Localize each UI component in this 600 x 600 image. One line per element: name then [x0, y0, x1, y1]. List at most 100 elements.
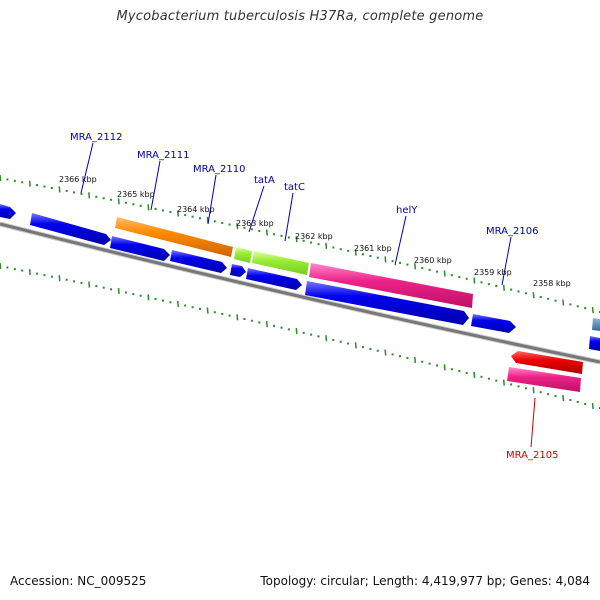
scale-dot — [43, 274, 46, 277]
scale-dot — [450, 274, 453, 277]
scale-tick — [384, 349, 387, 356]
scale-dot — [6, 178, 9, 181]
scale-tick — [177, 300, 180, 307]
scale-label: 2361 kbp — [354, 244, 392, 253]
gene-arrow — [246, 268, 302, 290]
scale-tick — [532, 387, 535, 394]
scale-dot — [13, 268, 16, 271]
genome-summary: Topology: circular; Length: 4,419,977 bp… — [260, 574, 590, 588]
scale-tick — [0, 262, 2, 270]
scale-dot — [73, 280, 76, 283]
scale-dot — [302, 239, 305, 242]
scale-dot — [369, 347, 372, 350]
scale-dot — [6, 266, 9, 269]
accession-label: Accession: NC_009525 — [10, 574, 147, 588]
scale-tick — [354, 249, 357, 256]
scale-dot — [487, 283, 490, 286]
backbone — [0, 221, 600, 365]
scale-dot — [436, 270, 439, 273]
gene-label: MRA_2110 — [193, 164, 245, 175]
scale-dot — [339, 340, 342, 343]
scale-dot — [347, 249, 350, 252]
scale-tick — [562, 395, 565, 402]
scale-dot — [273, 324, 276, 327]
scale-tick — [265, 229, 268, 236]
scale-dot — [487, 377, 490, 380]
scale-dot — [191, 306, 194, 309]
scale-dot — [428, 268, 431, 271]
scale-dot — [399, 261, 401, 264]
scale-dot — [280, 234, 283, 237]
scale-dot — [465, 277, 468, 280]
scale-dot — [517, 290, 520, 293]
scale-dot — [228, 223, 231, 226]
gene-block — [507, 367, 581, 392]
scale-dot — [250, 228, 253, 231]
scale-dot — [21, 269, 24, 272]
scale-dot — [65, 278, 68, 281]
scale-tick — [177, 210, 180, 217]
scale-dot — [391, 353, 394, 356]
scale-dot — [124, 291, 127, 294]
scale-dot — [161, 209, 164, 212]
gene-label: tatC — [284, 182, 305, 193]
scale-dot — [102, 197, 105, 200]
scale-dot — [50, 275, 53, 278]
scale-dot — [36, 184, 39, 187]
scale-dot — [539, 295, 542, 298]
scale-dot — [317, 243, 320, 246]
scale-dot — [361, 346, 364, 349]
scale-dot — [495, 284, 498, 287]
scale-dot — [428, 362, 431, 365]
scale-tick — [28, 180, 31, 187]
scale-dot — [154, 297, 157, 300]
scale-dot — [332, 246, 335, 249]
scale-dot — [110, 288, 113, 291]
scale-dot — [80, 192, 83, 195]
scale-label: 2359 kbp — [474, 268, 512, 277]
scale-dot — [547, 297, 550, 300]
scale-label: 2360 kbp — [414, 256, 452, 265]
scale-dot — [199, 307, 201, 310]
scale-dot — [406, 263, 409, 266]
scale-dot — [36, 272, 39, 275]
scale-dot — [132, 203, 135, 206]
scale-dot — [517, 385, 520, 388]
scale-dot — [310, 333, 313, 336]
scale-tick — [88, 281, 91, 288]
scale-tick — [591, 307, 594, 314]
scale-dot — [465, 371, 468, 374]
gene-arrow — [471, 314, 516, 333]
scale-dot — [169, 301, 172, 304]
scale-dot — [421, 267, 424, 270]
scale-dot — [510, 383, 513, 386]
scale-dot — [421, 360, 424, 363]
gene-label: MRA_2106 — [486, 226, 538, 237]
scale-tick — [265, 321, 268, 328]
scale-dot — [399, 355, 401, 358]
scale-dot — [184, 304, 187, 307]
scale-dot — [139, 294, 142, 297]
scale-tick — [88, 192, 91, 199]
scale-label: 2365 kbp — [117, 190, 155, 199]
scale-dot — [569, 399, 572, 402]
scale-dot — [154, 207, 157, 210]
scale-dot — [213, 220, 216, 223]
forward-genes — [0, 204, 473, 308]
scale-tick — [473, 277, 476, 284]
scale-tick — [414, 356, 417, 363]
gene-labels: MRA_2112 MRA_2111 MRA_2110 tatA tatC hel… — [70, 132, 558, 461]
scale-dot — [139, 204, 142, 207]
gene-block — [589, 336, 600, 351]
scale-tick — [562, 299, 565, 306]
scale-tick — [206, 307, 209, 314]
scale-dot — [436, 364, 439, 367]
scale-tick — [236, 314, 239, 321]
scale-dot — [576, 305, 579, 308]
scale-tick — [325, 242, 328, 249]
scale-dot — [73, 191, 76, 194]
map-title: Mycobacterium tuberculosis H37Ra, comple… — [116, 9, 484, 24]
gene-arrow — [170, 250, 227, 273]
scale-tick — [58, 275, 61, 282]
